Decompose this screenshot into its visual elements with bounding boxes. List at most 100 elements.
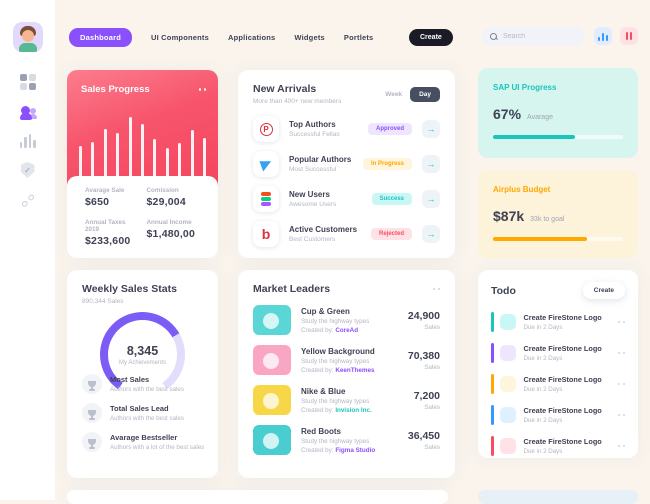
sales-value: 36,450	[407, 429, 440, 442]
item-title: Nike & Blue	[301, 386, 346, 396]
stat-value: $29,004	[146, 196, 186, 208]
sales-stats-panel: Avarage Sale $650 Comission $29,004 Annu…	[67, 176, 218, 258]
search-box	[482, 27, 584, 46]
sap-progress-percent: 67%	[493, 106, 522, 122]
product-thumbnail	[253, 345, 291, 375]
bar-chart-icon[interactable]	[19, 134, 36, 148]
avatar-shirt	[18, 43, 37, 52]
trophy-icon	[82, 374, 102, 394]
author-link[interactable]: CoreAd	[335, 326, 359, 334]
tab-portlets[interactable]: Portlets	[343, 32, 374, 42]
partial-bottom-right-card	[478, 490, 638, 504]
bitly-b-icon: b	[253, 221, 279, 247]
sap-progress-track	[493, 135, 623, 139]
airplus-budget-title: Airplus Budget	[493, 185, 551, 194]
item-title: Top Authors	[289, 120, 336, 129]
search-input[interactable]	[503, 33, 573, 40]
sales-value: 70,380	[407, 349, 440, 362]
todo-item-menu-icon[interactable]	[617, 413, 625, 417]
sales-bar	[202, 137, 206, 176]
list-item: Red Boots Study the highway types Create…	[253, 425, 440, 455]
item-due: Due in 2 Days	[523, 448, 563, 455]
sales-progress-menu-icon[interactable]	[198, 88, 206, 91]
item-subtitle: Authors with the best sales	[110, 415, 184, 422]
market-leaders-menu-icon[interactable]	[432, 287, 440, 291]
new-arrivals-title: New Arrivals	[253, 83, 317, 95]
tab-ui-components[interactable]: UI Components	[150, 32, 209, 42]
list-item: Create FireStone Logo Due in 2 Days	[491, 404, 625, 426]
arrow-right-button[interactable]: →	[422, 225, 440, 243]
item-desc: Study the highway types	[301, 437, 370, 445]
sap-progress-caption: Avarage	[527, 114, 553, 121]
list-item: b Active Customers Best Customers Reject…	[253, 221, 440, 247]
item-title: Create FireStone Logo	[523, 375, 602, 384]
users-icon[interactable]	[19, 104, 37, 120]
item-subtitle: Most Successful	[289, 166, 337, 173]
airplus-budget-track	[493, 237, 623, 241]
new-arrivals-card: New Arrivals More than 400+ new members …	[238, 70, 455, 258]
chart-icon-button[interactable]	[594, 27, 612, 45]
unlink-icon[interactable]	[16, 189, 39, 212]
item-desc: Study the highway types	[301, 317, 370, 325]
sidebar: ✓	[0, 0, 55, 500]
week-toggle[interactable]: Week	[385, 90, 403, 98]
stat-comission: Comission $29,004	[147, 187, 201, 208]
todo-create-button[interactable]: Create	[582, 282, 625, 299]
arrow-right-button[interactable]: →	[422, 120, 440, 138]
sales-bar	[128, 116, 132, 176]
gauge-caption: My Achievements	[118, 359, 167, 366]
todo-color-square	[499, 438, 516, 454]
day-toggle[interactable]: Day	[410, 86, 440, 102]
sales-progress-bars	[79, 102, 206, 176]
shield-check-icon[interactable]: ✓	[20, 162, 35, 178]
todo-item-menu-icon[interactable]	[617, 320, 625, 324]
weekly-sales-stats-card: Weekly Sales Stats 890,344 Sales 8,345 M…	[67, 270, 218, 478]
todo-list: Create FireStone Logo Due in 2 Days Crea…	[491, 311, 625, 457]
item-due: Due in 2 Days	[523, 324, 563, 331]
list-item: Create FireStone Logo Due in 2 Days	[491, 373, 625, 395]
create-button[interactable]: Create	[409, 29, 453, 46]
dashboard-grid-icon[interactable]	[19, 74, 36, 90]
item-created: Created by: CoreAd	[301, 326, 359, 334]
item-subtitle: Authors with a lot of the best sales	[110, 444, 205, 451]
weekly-stats-list: Most Sales Authors with the best sales T…	[82, 374, 206, 452]
stat-value: $650	[85, 196, 110, 208]
status-badge: In Progress	[362, 158, 412, 170]
list-item: New Users Awesome Users Success →	[253, 186, 440, 212]
todo-color-square	[499, 376, 516, 392]
market-leaders-list: Cup & Green Study the highway types Crea…	[253, 305, 440, 455]
author-link[interactable]: Invision Inc.	[335, 406, 372, 414]
author-link[interactable]: Figma Studio	[335, 446, 376, 454]
stat-average-sale: Avarage Sale $650	[85, 187, 139, 208]
todo-item-menu-icon[interactable]	[617, 444, 625, 448]
item-subtitle: Best Customers	[289, 236, 336, 243]
paper-plane-icon	[253, 151, 279, 177]
arrow-right-button[interactable]: →	[422, 190, 440, 208]
item-title: Create FireStone Logo	[523, 344, 602, 353]
tab-applications[interactable]: Applications	[228, 32, 276, 42]
sales-bar	[178, 143, 182, 176]
todo-item-menu-icon[interactable]	[617, 382, 625, 386]
item-title: Avarage Bestseller	[110, 433, 178, 442]
item-title: Yellow Background	[301, 346, 375, 356]
sales-bar	[153, 139, 157, 176]
list-item: Create FireStone Logo Due in 2 Days	[491, 311, 625, 333]
item-created: Created by: Figma Studio	[301, 446, 376, 454]
list-item: Avarage Bestseller Authors with a lot of…	[82, 432, 206, 452]
pinterest-p-icon: P	[253, 116, 279, 142]
tab-dashboard[interactable]: Dashboard	[69, 27, 132, 47]
todo-title: Todo	[491, 284, 516, 297]
sales-unit: Sales	[424, 443, 440, 451]
partial-bottom-card	[67, 490, 448, 504]
todo-item-menu-icon[interactable]	[617, 351, 625, 355]
top-nav: Dashboard UI Components Applications Wid…	[69, 27, 373, 47]
todo-color-bar	[491, 343, 494, 363]
tab-widgets[interactable]: Widgets	[294, 32, 325, 42]
sales-bar	[140, 124, 144, 176]
pause-icon-button[interactable]	[620, 27, 638, 45]
author-link[interactable]: KeenThemes	[335, 366, 375, 374]
arrow-right-button[interactable]: →	[422, 155, 440, 173]
item-subtitle: Awesome Users	[289, 201, 337, 208]
user-avatar[interactable]	[12, 22, 43, 52]
item-title: Create FireStone Logo	[523, 437, 602, 446]
